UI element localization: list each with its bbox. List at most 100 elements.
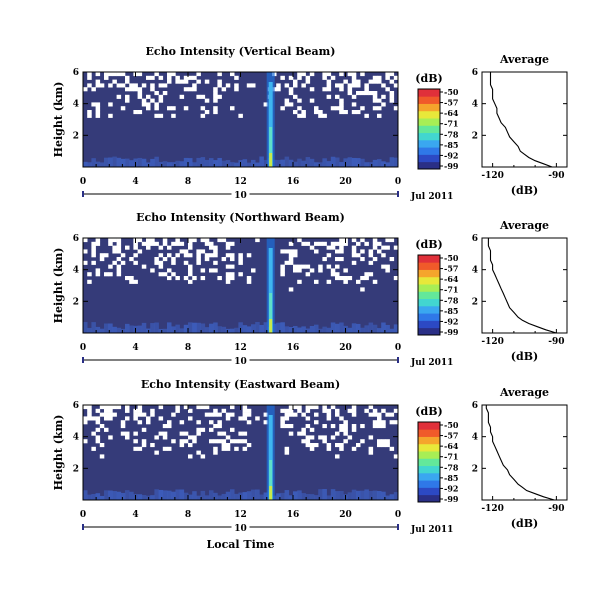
no-data-cell <box>377 424 382 429</box>
no-data-cell <box>330 435 336 440</box>
no-data-cell <box>339 416 344 421</box>
no-data-cell <box>293 94 298 99</box>
colorbar-segment <box>418 161 440 170</box>
y-tick-label: 2 <box>73 131 79 141</box>
no-data-cell <box>322 408 327 413</box>
echo-spike <box>266 405 275 500</box>
no-data-cell <box>335 249 340 254</box>
no-data-cell <box>112 260 117 265</box>
no-data-cell <box>356 83 361 88</box>
no-data-cell <box>326 408 332 413</box>
no-data-cell <box>372 98 378 103</box>
ground-cell <box>125 490 130 500</box>
no-data-cell <box>284 450 290 455</box>
no-data-cell <box>288 424 294 429</box>
no-data-cell <box>154 113 159 118</box>
colorbar-segment <box>418 89 440 97</box>
no-data-cell <box>221 408 227 413</box>
ground-cell <box>217 157 222 167</box>
no-data-cell <box>104 408 109 413</box>
no-data-cell <box>104 272 109 277</box>
no-data-cell <box>335 443 340 448</box>
no-data-cell <box>217 420 222 425</box>
no-data-cell <box>133 87 138 92</box>
no-data-cell <box>129 276 134 281</box>
no-data-cell <box>360 249 365 254</box>
no-data-cell <box>335 272 340 277</box>
panel-1: Echo Intensity (Vertical Beam) 6 4 2 Height … <box>52 45 568 202</box>
ground-cell <box>234 162 239 167</box>
ground-cell <box>293 161 298 167</box>
no-data-cell <box>372 238 378 243</box>
no-data-patches <box>83 238 399 292</box>
no-data-cell <box>213 450 218 455</box>
no-data-cell <box>343 241 348 246</box>
ground-cell <box>196 157 201 167</box>
no-data-cell <box>125 245 130 250</box>
colorbar-label: -99 <box>444 327 459 337</box>
no-data-cell <box>146 241 151 246</box>
no-data-cell <box>225 279 231 284</box>
no-data-cell <box>301 412 306 417</box>
no-data-cell <box>129 87 134 92</box>
spike-peak <box>269 319 273 333</box>
profile-panel: Average 6 4 2 -120 -90 (dB) <box>472 386 568 530</box>
no-data-cell <box>309 245 315 250</box>
no-data-cell <box>351 83 357 88</box>
no-data-cell <box>297 98 302 103</box>
no-data-cell <box>326 264 332 269</box>
colorbar-segment <box>418 480 440 488</box>
no-data-cell <box>146 94 151 99</box>
no-data-cell <box>326 446 332 451</box>
no-data-cell <box>112 79 117 84</box>
no-data-cell <box>133 241 138 246</box>
colorbar-label: -85 <box>444 306 458 316</box>
no-data-cell <box>330 75 336 80</box>
no-data-cell <box>356 443 361 448</box>
no-data-cell <box>95 416 101 421</box>
no-data-cell <box>309 98 315 103</box>
no-data-cell <box>167 75 172 80</box>
ground-cell <box>162 328 168 333</box>
heatmap-field <box>83 238 398 333</box>
no-data-cell <box>171 72 176 77</box>
no-data-cell <box>188 454 193 459</box>
no-data-cell <box>301 110 306 115</box>
no-data-cell <box>217 424 222 429</box>
no-data-cell <box>246 279 252 284</box>
colorbar: -50-57-64-71-78-85-92-99 <box>417 420 459 504</box>
ground-cell <box>242 325 248 333</box>
no-data-cell <box>251 83 256 88</box>
no-data-cell <box>372 75 378 80</box>
date-label-bg <box>231 189 250 199</box>
no-data-cell <box>356 79 361 84</box>
no-data-cell <box>183 439 189 444</box>
no-data-cell <box>196 72 201 77</box>
no-data-cell <box>385 443 390 448</box>
ground-cell <box>326 495 332 500</box>
ground-cell <box>154 322 159 333</box>
ground-cell <box>351 157 357 167</box>
ground-cell <box>188 322 193 333</box>
no-data-cell <box>158 272 164 277</box>
no-data-cell <box>133 279 138 284</box>
no-data-cell <box>162 241 168 246</box>
ground-cell <box>330 489 336 500</box>
no-data-cell <box>347 87 353 92</box>
ground-cell <box>309 326 315 333</box>
ground-cell <box>87 327 92 333</box>
no-data-cell <box>95 83 101 88</box>
no-data-cell <box>196 420 201 425</box>
no-data-cell <box>217 439 222 444</box>
no-data-cell <box>368 272 374 277</box>
no-data-cell <box>368 260 374 265</box>
colorbar-frame <box>417 254 441 336</box>
ground-cell <box>377 328 382 333</box>
no-data-cell <box>188 443 193 448</box>
no-data-cell <box>141 241 147 246</box>
no-data-cell <box>288 408 294 413</box>
colorbar-label: -85 <box>444 140 458 150</box>
ground-cell <box>192 491 197 500</box>
no-data-cell <box>377 106 382 111</box>
no-data-cell <box>87 75 92 80</box>
